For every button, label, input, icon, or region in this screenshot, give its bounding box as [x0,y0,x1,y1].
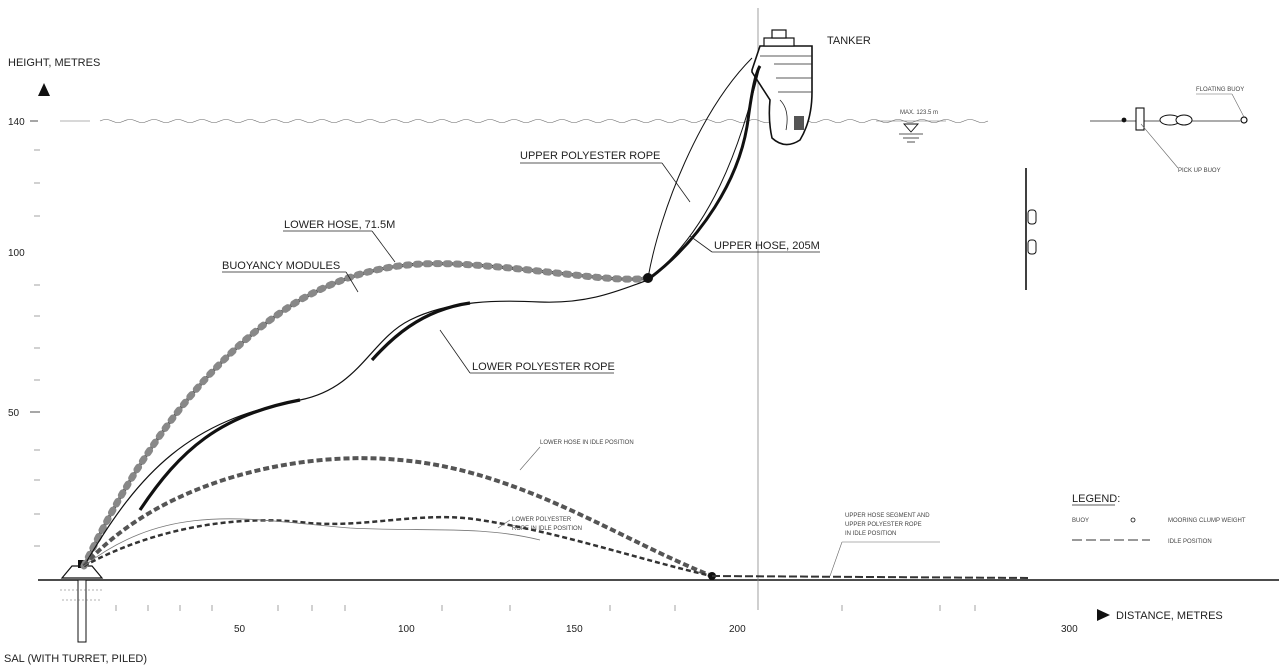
legend-buoy-label: BUOY [1072,518,1089,524]
x-tick-50: 50 [234,624,246,635]
sal-turret-icon [60,560,104,643]
height-axis: HEIGHT, METRES 140 100 50 [8,57,100,547]
module-detail [1025,168,1037,290]
lower-rope-idle-thin [83,518,541,567]
leader-lines [222,162,940,577]
lower-polyester-rope-label: LOWER POLYESTER ROPE [472,361,615,373]
legend-clump-weight-label: MOORING CLUMP WEIGHT [1168,518,1246,524]
tanker-icon [751,29,813,146]
upper-idle-curve [711,575,1031,579]
upper-hose-label: UPPER HOSE, 205M [714,240,820,252]
legend-title: LEGEND: [1072,493,1120,505]
upper-idle-label-2: UPPER POLYESTER ROPE [845,522,922,528]
lower-rope-idle-label-2: ROPE IN IDLE POSITION [512,526,582,532]
y-tick-50: 50 [8,408,20,419]
legend-buoy-icon [1130,517,1136,523]
upper-polyester-rope-label: UPPER POLYESTER ROPE [520,150,660,162]
tanker-label: TANKER [827,35,871,47]
buoy-detail [1121,93,1248,169]
upper-polyester-rope-curve [647,57,753,279]
x-tick-300: 300 [1061,624,1078,635]
distance-axis-arrow-icon [1097,609,1110,621]
x-tick-100: 100 [398,624,415,635]
legend: LEGEND: BUOY MOORING CLUMP WEIGHT IDLE P… [1072,493,1246,545]
distance-axis: 50 100 150 200 300 DISTANCE, METRES [115,605,1223,635]
pickup-buoy-label: PICK UP BUOY [1178,168,1221,174]
sea-surface-line [99,119,989,123]
lower-hose-label: LOWER HOSE, 71.5M [284,219,395,231]
x-minor-ticks [115,605,976,611]
y-minor-ticks [34,149,40,547]
floating-buoy-label: FLOATING BUOY [1196,87,1244,93]
upper-rope-second-strand [649,65,761,279]
y-tick-140: 140 [8,117,25,128]
legend-idle-label: IDLE POSITION [1168,539,1212,545]
lower-rope-idle-curve [83,515,713,578]
distance-axis-label: DISTANCE, METRES [1116,610,1223,622]
lower-polyester-rope-curve [83,279,649,567]
lower-polyester-rope-thick [138,398,301,511]
y-tick-100: 100 [8,248,25,259]
max-depth-label: MAX. 123.5 m [900,110,938,116]
sal-label: SAL (WITH TURRET, PILED) [4,653,147,665]
buoyancy-modules-label: BUOYANCY MODULES [222,260,340,272]
upper-hose-curve [649,65,762,280]
lower-hose-idle-curve [82,456,713,578]
height-axis-arrow-icon [38,83,50,96]
water-level-icon [876,120,946,143]
upper-idle-label-3: IN IDLE POSITION [845,531,896,537]
x-tick-150: 150 [566,624,583,635]
x-tick-200: 200 [729,624,746,635]
upper-idle-label-1: UPPER HOSE SEGMENT AND [845,513,930,519]
lower-polyester-rope-thick-2 [370,301,471,362]
lower-hose-idle-label: LOWER HOSE IN IDLE POSITION [540,440,634,446]
buoyancy-modules-dash [80,260,654,570]
height-axis-label: HEIGHT, METRES [8,57,100,69]
lower-rope-idle-label-1: LOWER POLYESTER [512,517,572,523]
